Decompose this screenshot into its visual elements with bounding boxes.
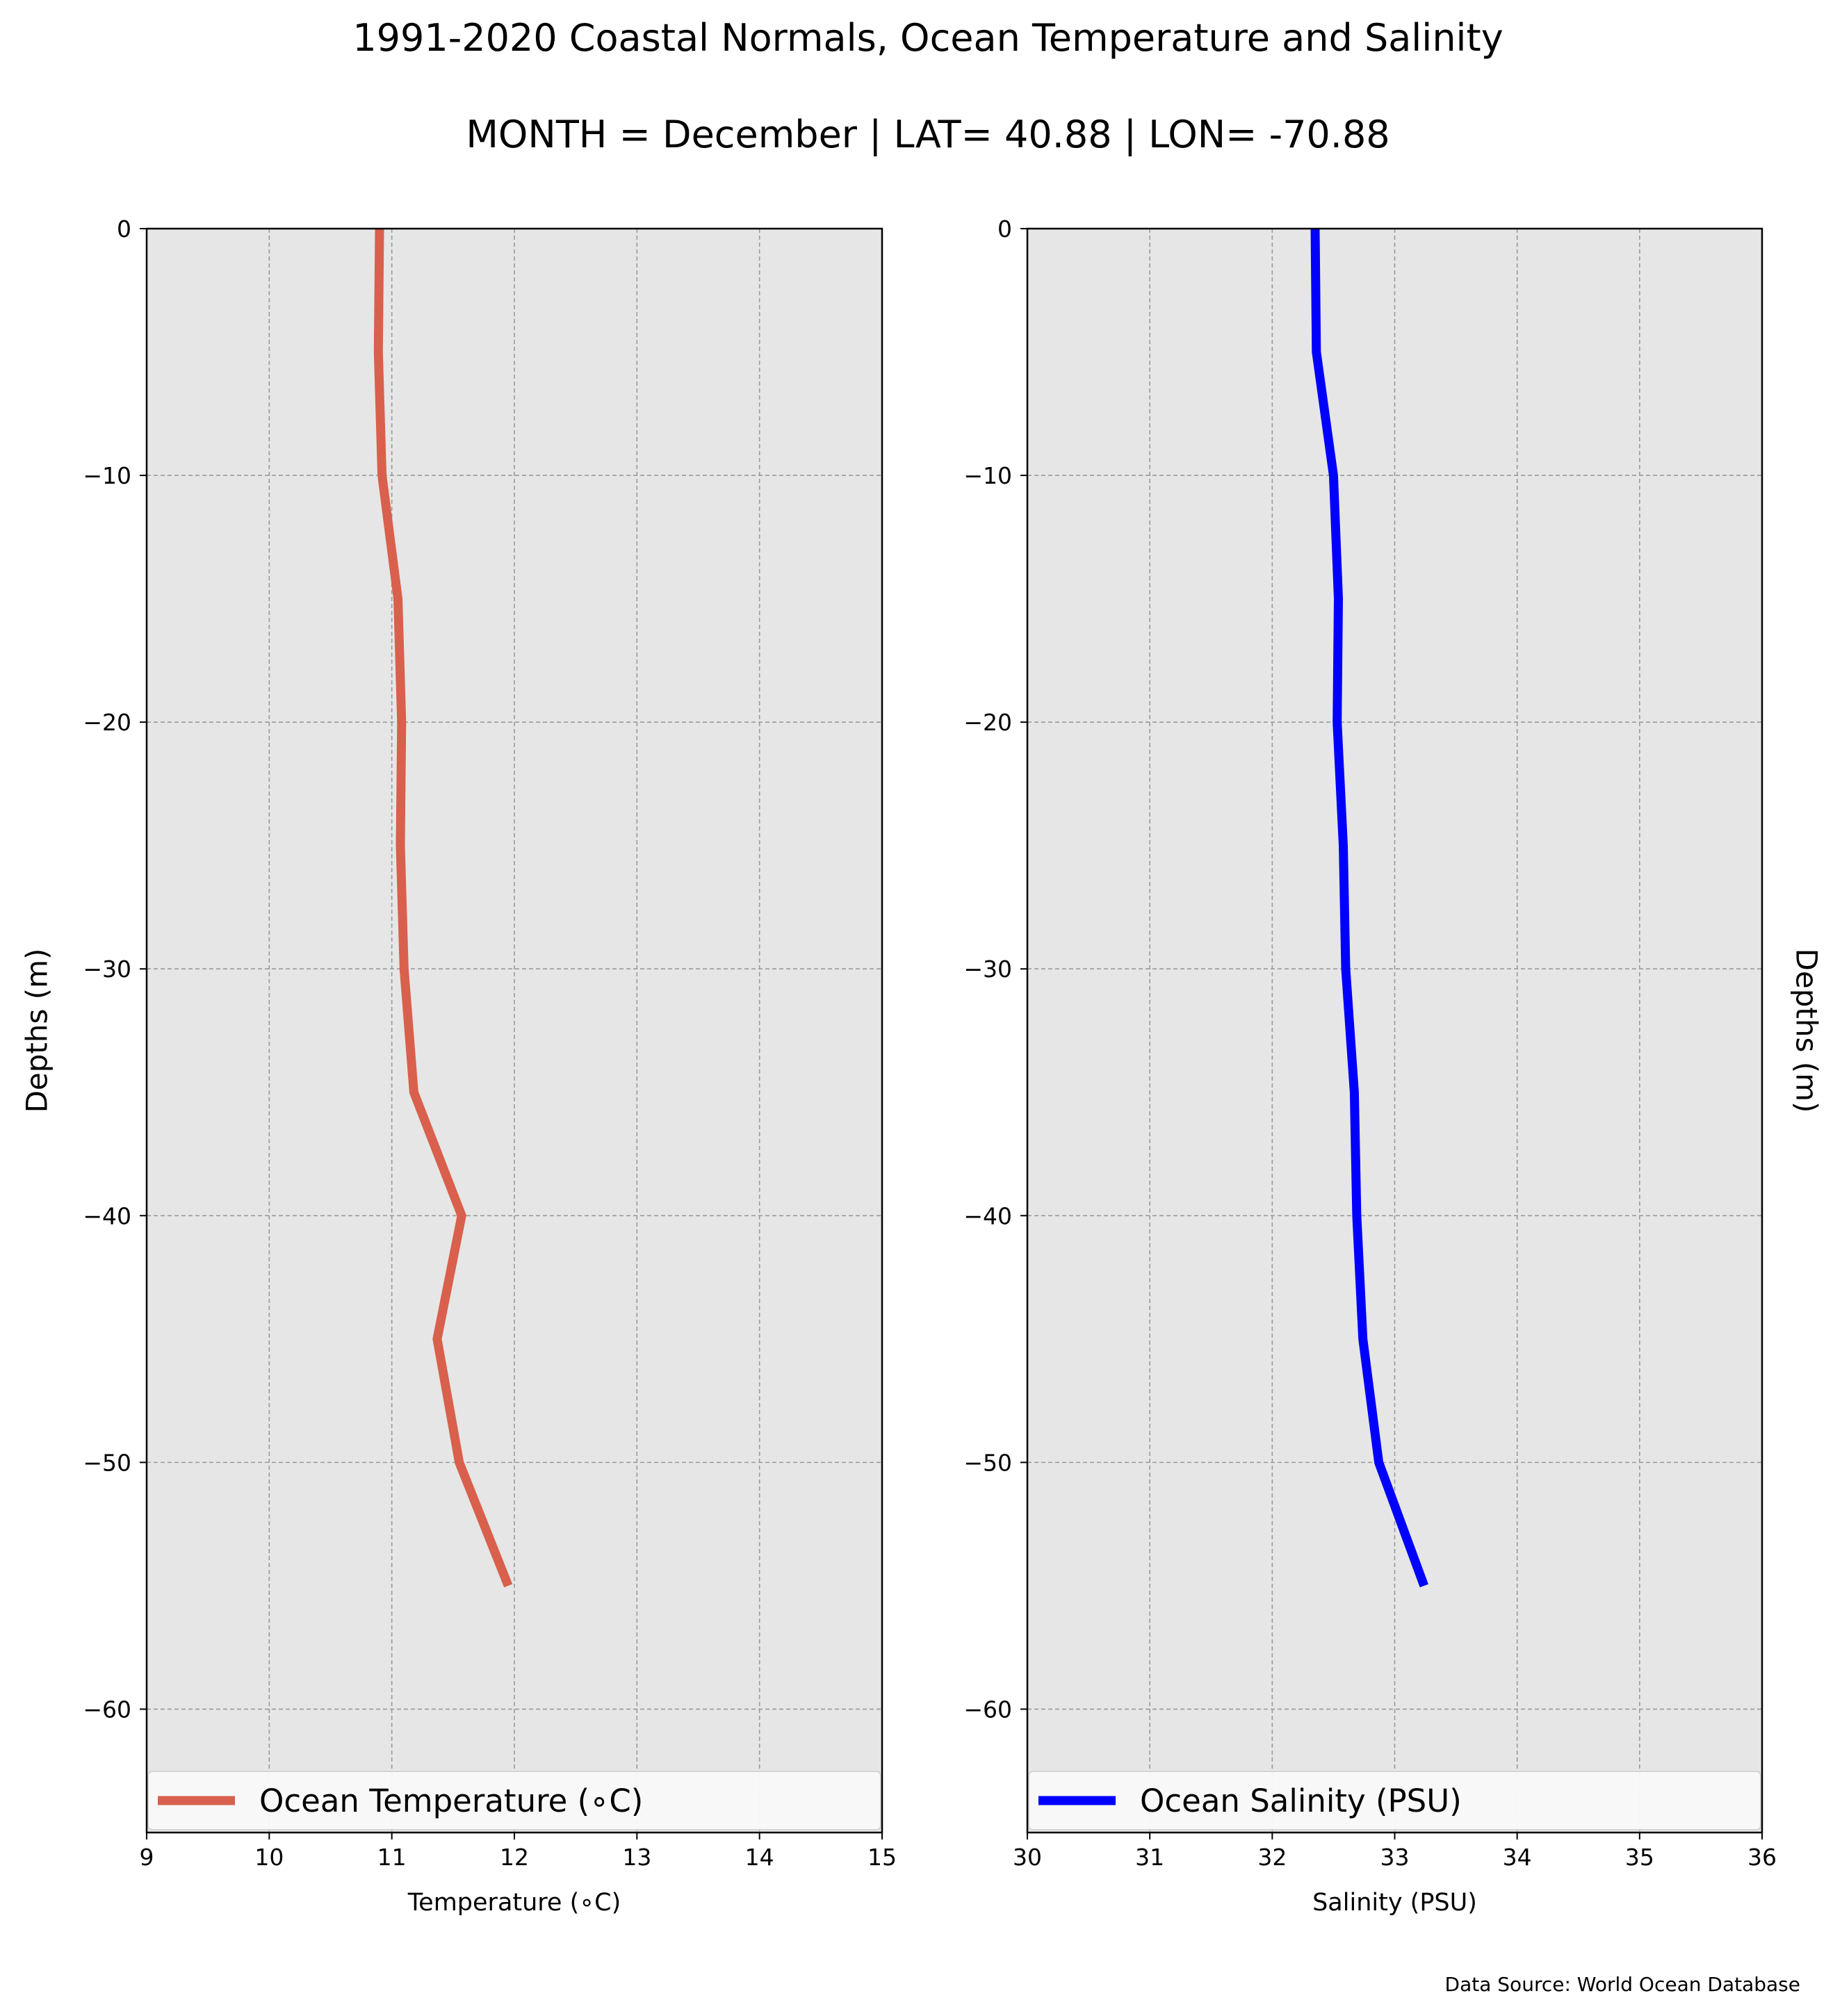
x-tick-label: 36 — [1747, 1844, 1777, 1871]
y-tick-label: 0 — [117, 215, 131, 243]
legend-box — [147, 1771, 881, 1830]
x-tick-label: 31 — [1135, 1844, 1164, 1871]
y-tick-label: −40 — [83, 1202, 131, 1229]
y-tick-label: −20 — [963, 709, 1012, 736]
x-tick-label: 11 — [377, 1844, 407, 1871]
legend-box — [1028, 1771, 1761, 1830]
chart-panel-1: Ocean Temperature (∘C) 9 10 11 12 13 14 15 0 −10 −… — [20, 215, 897, 1917]
y-tick-label: −10 — [83, 462, 131, 489]
x-tick-label: 13 — [622, 1844, 651, 1871]
legend-label: Ocean Temperature (∘C) — [259, 1783, 643, 1819]
y-tick-label: −30 — [963, 956, 1012, 983]
chart-panels: Ocean Temperature (∘C) 9 10 11 12 13 14 15 0 −10 −… — [20, 215, 1824, 1917]
legend-label: Ocean Salinity (PSU) — [1140, 1783, 1462, 1819]
x-tick-label: 9 — [140, 1844, 154, 1871]
x-tick-label: 15 — [867, 1844, 897, 1871]
series-line-1 — [373, 228, 513, 1588]
y-tick-label: −30 — [83, 956, 131, 983]
data-source-note: Data Source: World Ocean Database — [1445, 1973, 1800, 1996]
x-tick-label: 10 — [254, 1844, 284, 1871]
x-tick-label: 32 — [1257, 1844, 1287, 1871]
y-tick-label: −10 — [963, 462, 1012, 489]
y-tick-label: −20 — [83, 709, 131, 736]
chart-title: 1991-2020 Coastal Normals, Ocean Tempera… — [352, 16, 1503, 60]
x-axis-label: Temperature (∘C) — [407, 1889, 621, 1917]
chart-panel-2: Ocean Salinity (PSU) 30 31 32 33 34 35 36 0 −10 −2… — [963, 215, 1823, 1917]
x-tick-label: 14 — [745, 1844, 774, 1871]
x-tick-label: 35 — [1625, 1844, 1654, 1871]
y-tick-label: −40 — [963, 1202, 1012, 1229]
x-axis-label: Salinity (PSU) — [1312, 1889, 1477, 1917]
x-tick-label: 33 — [1380, 1844, 1410, 1871]
y-axis-label: Depths (m) — [20, 949, 54, 1113]
x-tick-label: 34 — [1503, 1844, 1532, 1871]
y-tick-label: −50 — [963, 1449, 1012, 1476]
y-axis-label: Depths (m) — [1790, 949, 1824, 1113]
y-tick-label: −60 — [83, 1696, 131, 1723]
y-tick-label: −50 — [83, 1449, 131, 1476]
x-tick-label: 12 — [500, 1844, 529, 1871]
chart-subtitle: MONTH = December | LAT= 40.88 | LON= -70… — [466, 113, 1389, 156]
x-tick-label: 30 — [1013, 1844, 1042, 1871]
series-line-1 — [1310, 228, 1428, 1588]
y-tick-label: −60 — [963, 1696, 1012, 1723]
y-tick-label: 0 — [997, 215, 1012, 243]
